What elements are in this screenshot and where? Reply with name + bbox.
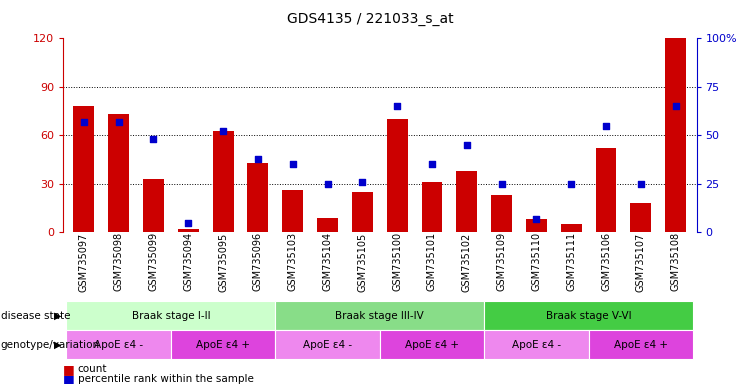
Text: GSM735108: GSM735108 xyxy=(671,232,681,291)
Text: GDS4135 / 221033_s_at: GDS4135 / 221033_s_at xyxy=(288,12,453,25)
Point xyxy=(217,128,229,134)
Bar xyxy=(665,38,686,232)
Text: ApoE ε4 +: ApoE ε4 + xyxy=(196,339,250,350)
Text: genotype/variation: genotype/variation xyxy=(1,339,100,350)
Point xyxy=(252,156,264,162)
Text: Braak stage V-VI: Braak stage V-VI xyxy=(546,311,631,321)
Point xyxy=(322,181,333,187)
Bar xyxy=(588,330,693,359)
Point xyxy=(635,181,647,187)
Bar xyxy=(379,330,484,359)
Bar xyxy=(143,179,164,232)
Text: ■: ■ xyxy=(63,373,75,384)
Text: GSM735106: GSM735106 xyxy=(601,232,611,291)
Text: GSM735094: GSM735094 xyxy=(183,232,193,291)
Text: GSM735101: GSM735101 xyxy=(427,232,437,291)
Bar xyxy=(247,163,268,232)
Bar xyxy=(596,148,617,232)
Point xyxy=(600,122,612,129)
Text: Braak stage I-II: Braak stage I-II xyxy=(132,311,210,321)
Bar xyxy=(484,301,693,330)
Text: GSM735109: GSM735109 xyxy=(496,232,507,291)
Bar xyxy=(67,330,171,359)
Point xyxy=(287,161,299,167)
Point xyxy=(531,216,542,222)
Bar xyxy=(213,131,233,232)
Text: ■: ■ xyxy=(63,363,75,376)
Bar xyxy=(171,330,276,359)
Bar xyxy=(317,218,338,232)
Bar xyxy=(178,229,199,232)
Point xyxy=(670,103,682,109)
Point xyxy=(147,136,159,142)
Text: GSM735110: GSM735110 xyxy=(531,232,542,291)
Bar xyxy=(282,190,303,232)
Bar xyxy=(73,106,94,232)
Text: ▶: ▶ xyxy=(54,311,62,321)
Text: ApoE ε4 +: ApoE ε4 + xyxy=(405,339,459,350)
Text: GSM735111: GSM735111 xyxy=(566,232,576,291)
Point xyxy=(461,142,473,148)
Text: GSM735097: GSM735097 xyxy=(79,232,89,291)
Text: ApoE ε4 -: ApoE ε4 - xyxy=(512,339,561,350)
Bar xyxy=(484,330,588,359)
Point xyxy=(426,161,438,167)
Bar xyxy=(456,171,477,232)
Point xyxy=(496,181,508,187)
Text: GSM735098: GSM735098 xyxy=(113,232,124,291)
Text: ApoE ε4 -: ApoE ε4 - xyxy=(303,339,352,350)
Point xyxy=(182,220,194,226)
Bar xyxy=(108,114,129,232)
Bar xyxy=(422,182,442,232)
Text: GSM735096: GSM735096 xyxy=(253,232,263,291)
Bar xyxy=(387,119,408,232)
Text: ApoE ε4 +: ApoE ε4 + xyxy=(614,339,668,350)
Point xyxy=(78,119,90,125)
Text: GSM735099: GSM735099 xyxy=(148,232,159,291)
Text: disease state: disease state xyxy=(1,311,70,321)
Text: GSM735095: GSM735095 xyxy=(218,232,228,291)
Bar xyxy=(526,219,547,232)
Text: percentile rank within the sample: percentile rank within the sample xyxy=(78,374,253,384)
Text: GSM735107: GSM735107 xyxy=(636,232,646,291)
Text: ApoE ε4 -: ApoE ε4 - xyxy=(94,339,143,350)
Text: count: count xyxy=(78,364,107,374)
Bar xyxy=(631,203,651,232)
Bar xyxy=(561,224,582,232)
Text: GSM735105: GSM735105 xyxy=(357,232,368,291)
Point xyxy=(113,119,124,125)
Text: GSM735103: GSM735103 xyxy=(288,232,298,291)
Bar xyxy=(276,301,484,330)
Bar xyxy=(352,192,373,232)
Point xyxy=(391,103,403,109)
Bar xyxy=(276,330,379,359)
Text: GSM735100: GSM735100 xyxy=(392,232,402,291)
Bar xyxy=(67,301,276,330)
Text: Braak stage III-IV: Braak stage III-IV xyxy=(336,311,424,321)
Point xyxy=(565,181,577,187)
Text: ▶: ▶ xyxy=(54,339,62,350)
Bar xyxy=(491,195,512,232)
Text: GSM735104: GSM735104 xyxy=(322,232,333,291)
Point xyxy=(356,179,368,185)
Text: GSM735102: GSM735102 xyxy=(462,232,472,291)
